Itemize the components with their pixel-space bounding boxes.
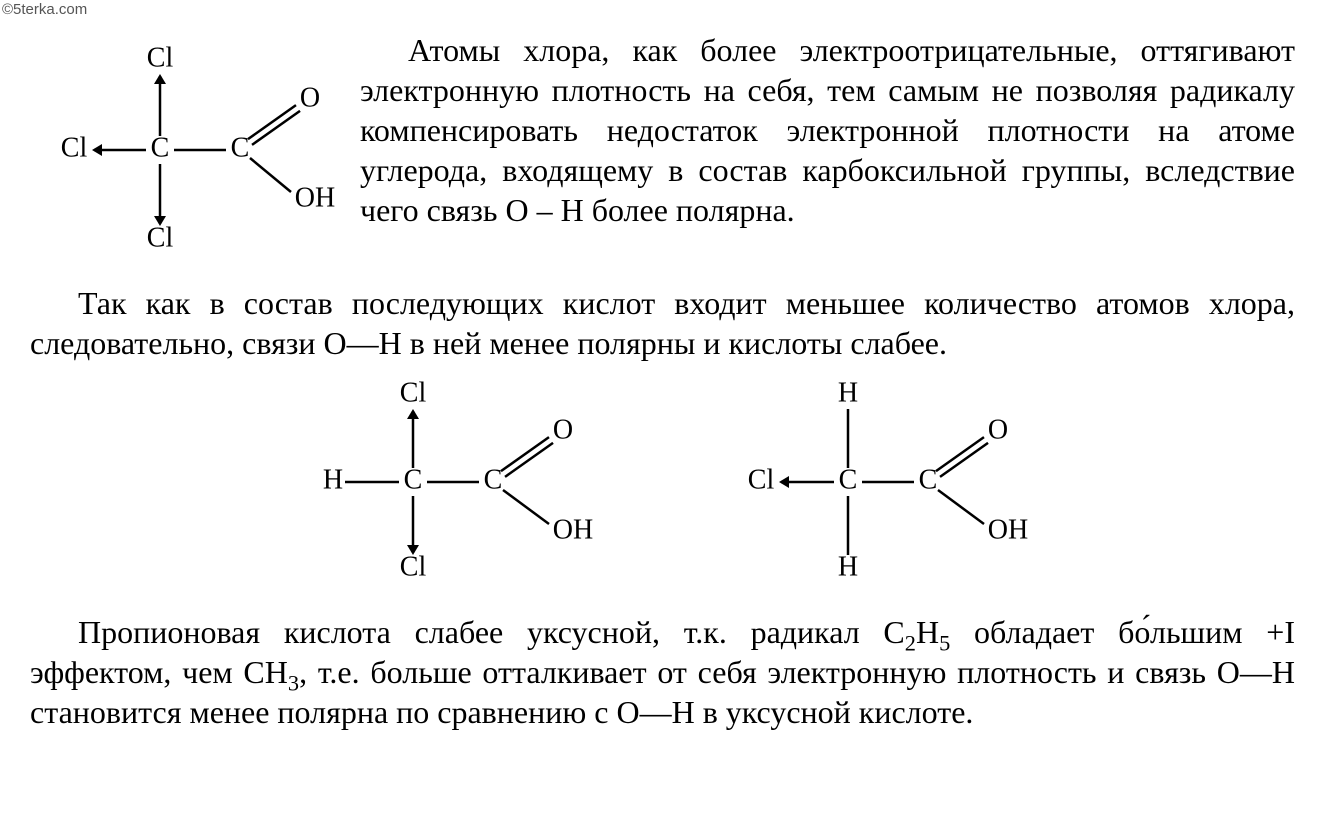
content: CClClClCOOH Атомы хлора, как более элект…: [30, 30, 1295, 732]
svg-text:Cl: Cl: [61, 132, 88, 163]
svg-text:OH: OH: [295, 182, 335, 213]
svg-text:C: C: [483, 464, 502, 495]
page: ©5terka.com CClClClCOOH Атомы хлора, как…: [0, 0, 1325, 830]
svg-text:H: H: [322, 464, 342, 495]
svg-text:OH: OH: [552, 514, 592, 545]
svg-text:C: C: [403, 464, 422, 495]
para3-sub2: 5: [939, 630, 950, 655]
paragraph-1: Атомы хлора, как более электроотрицатель…: [360, 30, 1295, 230]
svg-text:C: C: [151, 132, 170, 163]
svg-text:Cl: Cl: [747, 464, 774, 495]
figure-row: C Cl Cl H C O OH C H H Cl C O OH: [30, 367, 1295, 606]
watermark: ©5terka.com: [0, 0, 89, 19]
figure-trichloroacetic: C Cl Cl Cl C O OH: [30, 30, 360, 279]
svg-text:O: O: [987, 414, 1007, 445]
figure-monochloroacetic: C H H Cl C O OH: [713, 367, 1043, 606]
svg-text:C: C: [231, 132, 250, 163]
svg-text:OH: OH: [987, 514, 1027, 545]
svg-text:Cl: Cl: [399, 551, 426, 582]
para3-text-pre: Пропионовая кислота слабее уксусной, т.к…: [78, 614, 905, 650]
svg-text:C: C: [918, 464, 937, 495]
figure-dichloroacetic: C Cl Cl H C O OH: [283, 367, 613, 606]
paragraph-3: Пропионовая кислота слабее уксусной, т.к…: [30, 612, 1295, 732]
para3-sub3: 3: [288, 670, 299, 695]
para3-mid1: H: [916, 614, 939, 650]
svg-text:Cl: Cl: [399, 377, 426, 408]
paragraph-2: Так как в состав последующих кислот вход…: [30, 283, 1295, 363]
block-1: C Cl Cl Cl C O OH Атомы хлора, как более элект…: [30, 30, 1295, 279]
svg-text:H: H: [837, 377, 857, 408]
svg-text:O: O: [300, 82, 320, 113]
svg-text:O: O: [552, 414, 572, 445]
para3-sub1: 2: [905, 630, 916, 655]
svg-text:C: C: [838, 464, 857, 495]
svg-text:Cl: Cl: [147, 42, 174, 73]
svg-text:Cl: Cl: [147, 222, 174, 253]
svg-text:H: H: [837, 551, 857, 582]
